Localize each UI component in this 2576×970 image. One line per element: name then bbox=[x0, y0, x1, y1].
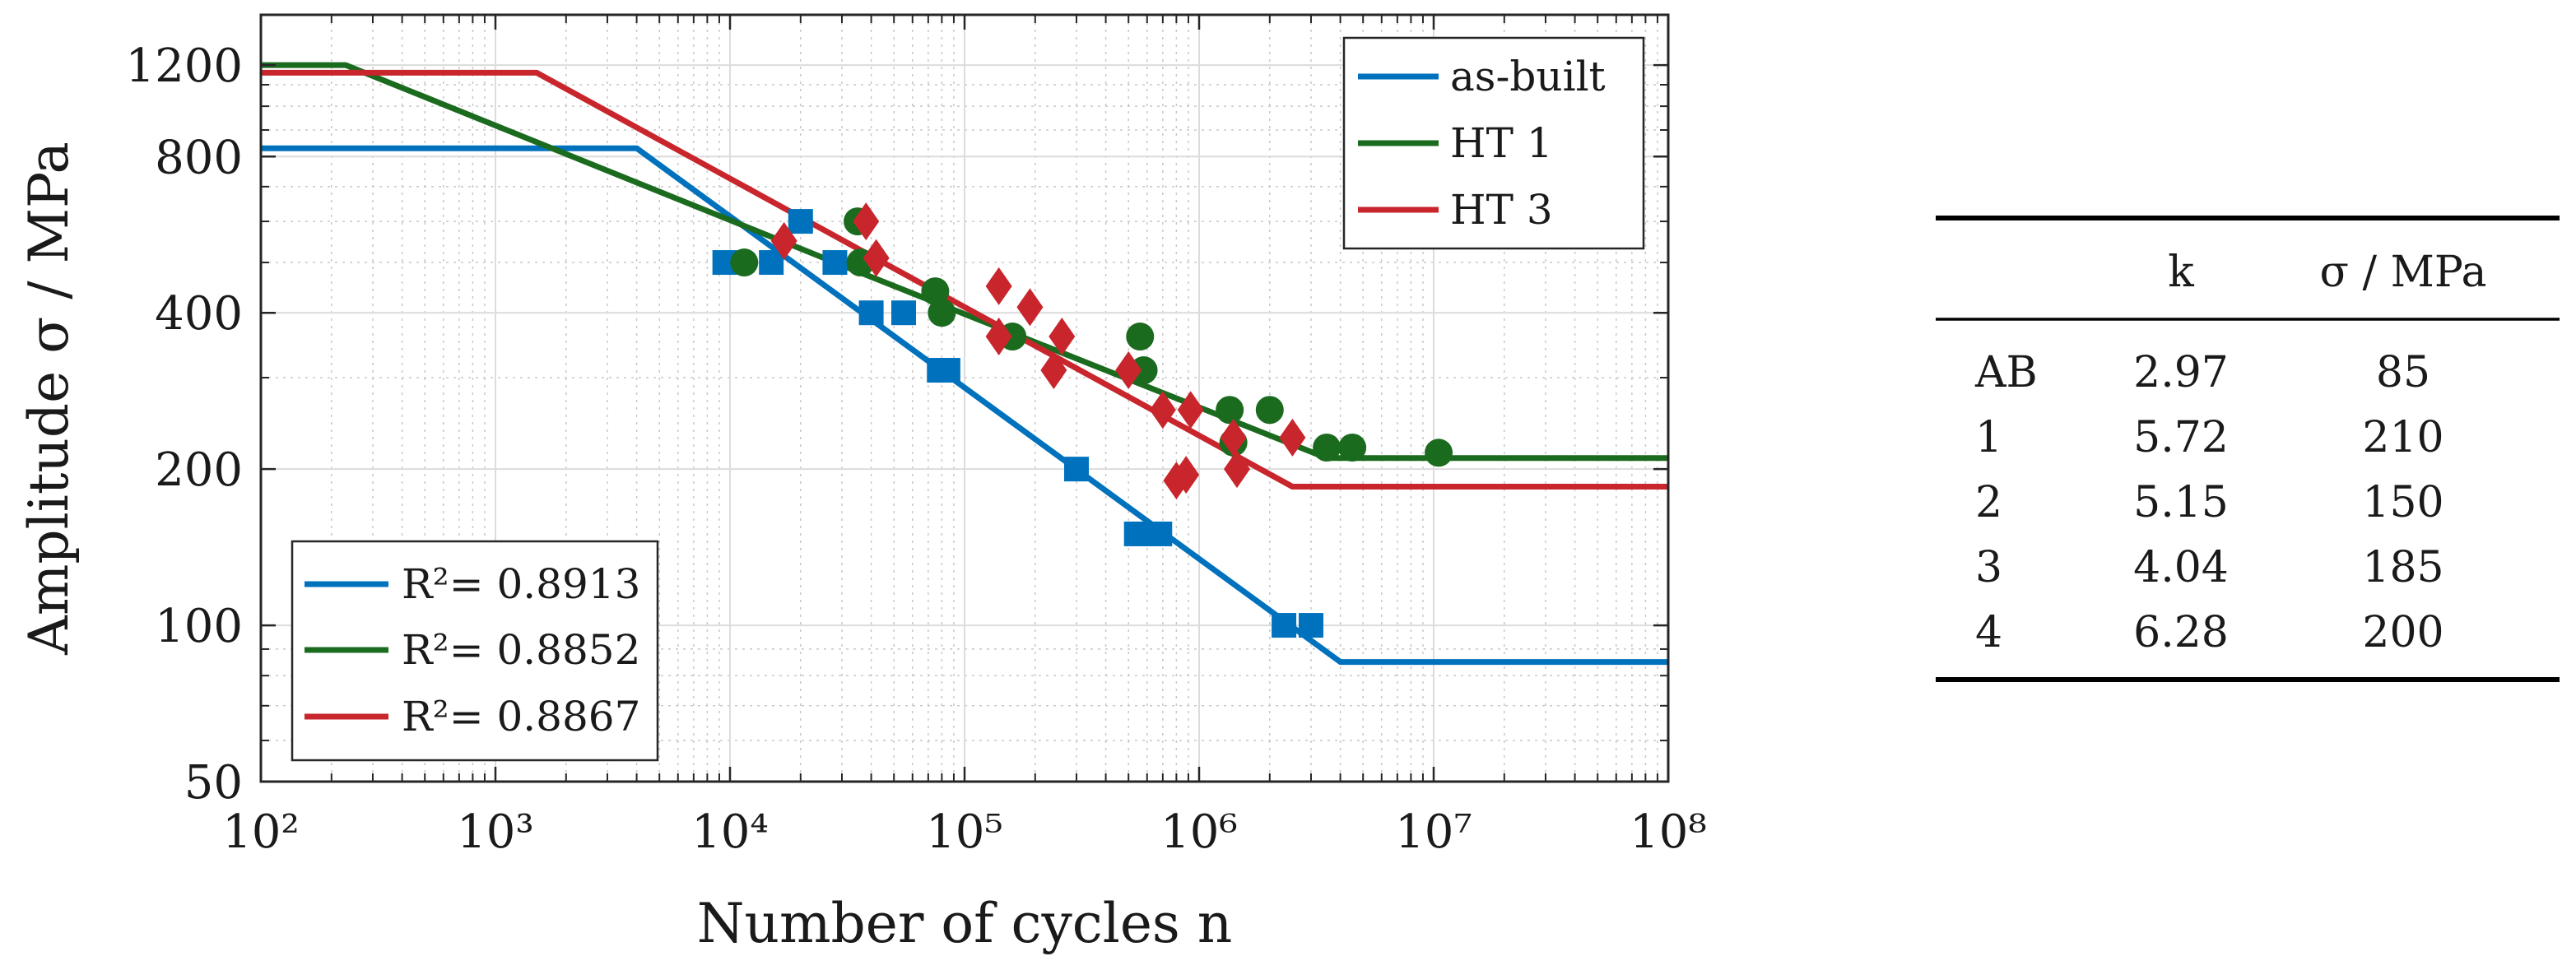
marker-ht-3 bbox=[1049, 318, 1076, 356]
marker-as-built bbox=[1123, 521, 1149, 546]
x-tick-label: 10⁴ bbox=[691, 805, 769, 859]
legend-label-ht1: HT 1 bbox=[1450, 119, 1553, 167]
legend-fit-label-ht1: R²= 0.8852 bbox=[402, 626, 640, 674]
marker-ht-3 bbox=[1115, 351, 1142, 390]
marker-ht-1 bbox=[921, 277, 950, 306]
marker-ht-1 bbox=[1216, 396, 1244, 425]
marker-as-built bbox=[1298, 613, 1323, 638]
marker-ht-3 bbox=[985, 267, 1012, 305]
marker-as-built bbox=[1272, 613, 1297, 638]
table-cell: 2.97 bbox=[2133, 348, 2229, 397]
marker-ht-3 bbox=[1223, 450, 1250, 489]
x-tick-labels: 10² 10³ 10⁴ 10⁵ 10⁶ 10⁷ 10⁸ bbox=[222, 805, 1707, 859]
marker-ht-3 bbox=[1279, 418, 1306, 457]
y-tick-label: 50 bbox=[184, 756, 243, 810]
table-cell: AB bbox=[1974, 348, 2038, 397]
marker-ht-1 bbox=[1126, 323, 1155, 351]
marker-ht-3 bbox=[1220, 418, 1247, 457]
x-tick-label: 10³ bbox=[457, 805, 534, 859]
table-cell: 200 bbox=[2362, 608, 2443, 657]
x-tick-label: 10⁵ bbox=[926, 805, 1003, 859]
axis-ticks bbox=[259, 15, 1670, 783]
y-tick-labels: 50 100 200 400 800 1200 bbox=[125, 39, 243, 810]
y-axis-title: Amplitude σ / MPa bbox=[17, 142, 81, 656]
table-cell: 210 bbox=[2362, 413, 2443, 462]
fit-line-ht-3 bbox=[261, 69, 1668, 490]
marker-ht-1 bbox=[1425, 439, 1453, 467]
table-cell: 4 bbox=[1975, 608, 2002, 657]
marker-ht-1 bbox=[1313, 434, 1341, 462]
marker-ht-1 bbox=[1338, 434, 1367, 462]
marker-ht-3 bbox=[863, 239, 890, 277]
marker-ht-3 bbox=[1016, 288, 1044, 327]
x-axis-title: Number of cycles n bbox=[697, 892, 1233, 955]
marker-ht-3 bbox=[1040, 351, 1067, 390]
marker-as-built bbox=[858, 300, 884, 326]
legend-fit: R²= 0.8913 R²= 0.8852 R²= 0.8867 bbox=[291, 540, 659, 762]
x-tick-label: 10⁷ bbox=[1395, 805, 1472, 859]
table-header-k: k bbox=[2168, 248, 2194, 297]
legend-label-as-built: as-built bbox=[1450, 53, 1606, 100]
marker-ht-3 bbox=[853, 202, 880, 241]
legend-fit-label-ht3: R²= 0.8867 bbox=[402, 693, 640, 740]
table-cell: 4.04 bbox=[2133, 543, 2229, 592]
marker-ht-1 bbox=[1255, 396, 1284, 425]
marker-ht-1 bbox=[928, 299, 956, 327]
x-tick-label: 10² bbox=[222, 805, 300, 859]
table-cell: 1 bbox=[1975, 413, 2002, 462]
y-tick-label: 100 bbox=[155, 600, 243, 653]
marker-as-built bbox=[1147, 521, 1173, 546]
marker-as-built bbox=[822, 250, 848, 276]
marker-as-built bbox=[1063, 457, 1089, 482]
y-tick-label: 200 bbox=[155, 443, 243, 497]
table-header-sigma: σ / MPa bbox=[2320, 248, 2487, 297]
table-cell: 5.15 bbox=[2133, 478, 2229, 527]
marker-as-built bbox=[935, 358, 960, 383]
table-cell: 150 bbox=[2362, 478, 2443, 527]
legend-fit-label-as-built: R²= 0.8913 bbox=[402, 560, 640, 608]
marker-ht-3 bbox=[985, 318, 1012, 356]
marker-ht-3 bbox=[1149, 391, 1176, 429]
marker-as-built bbox=[788, 209, 813, 234]
y-tick-label: 400 bbox=[155, 287, 243, 341]
marker-as-built bbox=[891, 300, 917, 326]
x-tick-label: 10⁸ bbox=[1630, 805, 1707, 859]
table-body: AB 2.97 85 1 5.72 210 2 5.15 150 3 4.04 185 4 6.28 200 bbox=[1974, 348, 2444, 657]
fit-line-as-built bbox=[261, 145, 1668, 666]
table-cell: 185 bbox=[2362, 543, 2443, 592]
parameter-table: k σ / MPa AB 2.97 85 1 5.72 210 2 5.15 150 3 4.04 1… bbox=[1936, 216, 2560, 682]
x-tick-label: 10⁶ bbox=[1160, 805, 1238, 859]
table-cell: 3 bbox=[1975, 543, 2002, 592]
table-cell: 85 bbox=[2376, 348, 2430, 397]
marker-ht-3 bbox=[770, 221, 797, 260]
marker-ht-3 bbox=[1177, 391, 1204, 429]
legend-label-ht3: HT 3 bbox=[1450, 186, 1553, 234]
y-tick-label: 1200 bbox=[125, 39, 243, 93]
marker-ht-1 bbox=[730, 248, 759, 277]
data-markers bbox=[712, 202, 1453, 638]
table-cell: 5.72 bbox=[2133, 413, 2229, 462]
table-cell: 6.28 bbox=[2133, 608, 2229, 657]
legend-series: as-built HT 1 HT 3 bbox=[1342, 36, 1645, 250]
marker-ht-3 bbox=[1173, 456, 1200, 494]
marker-as-built bbox=[759, 250, 784, 276]
y-tick-label: 800 bbox=[155, 131, 243, 184]
table-cell: 2 bbox=[1975, 478, 2002, 527]
